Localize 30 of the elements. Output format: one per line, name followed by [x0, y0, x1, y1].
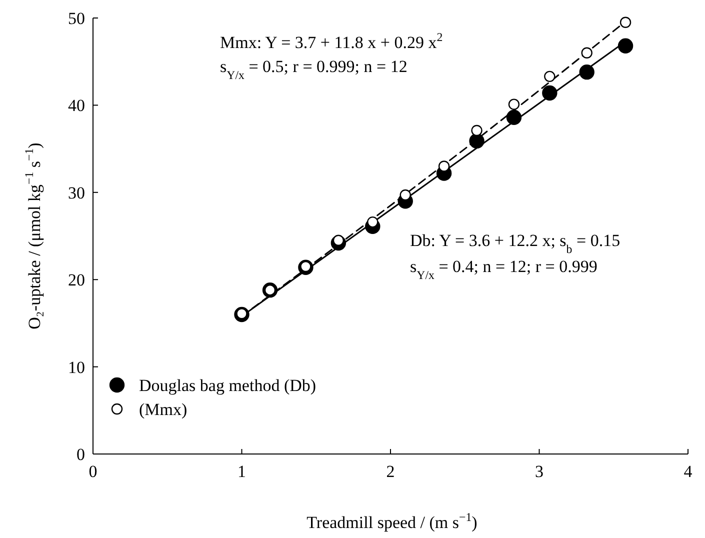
- y-tick-label: 40: [68, 96, 85, 116]
- legend-label: Douglas bag method (Db): [139, 376, 316, 395]
- point: [469, 133, 484, 149]
- legend-label: (Mmx): [139, 400, 188, 419]
- point: [400, 189, 411, 201]
- point: [506, 110, 522, 126]
- y-tick-label: 10: [68, 358, 85, 377]
- x-tick-label: 2: [386, 462, 395, 481]
- y-tick-label: 30: [68, 183, 85, 202]
- point: [544, 70, 556, 82]
- x-tick-label: 3: [535, 462, 544, 481]
- x-tick-label: 1: [238, 462, 246, 481]
- y-tick-label: 50: [68, 8, 85, 28]
- point: [542, 85, 558, 101]
- annotation: Db: Y = 3.6 + 12.2 x; s$_{b}$ = 0.15: [410, 231, 620, 256]
- annotation: s$_{Y/x}$ = 0.5; r = 0.999; n = 12: [220, 57, 408, 82]
- point: [620, 16, 632, 28]
- point: [581, 47, 592, 58]
- y-tick-label: 0: [76, 444, 85, 464]
- y-tick-label: 20: [68, 270, 85, 290]
- point: [579, 64, 594, 80]
- annotation: s$_{Y/x}$ = 0.4; n = 12; r = 0.999: [410, 257, 598, 282]
- point: [508, 98, 520, 110]
- x-tick-label: 0: [88, 462, 98, 481]
- annotation: Mmx: Y = 3.7 + 11.8 x + 0.29 x$^{2}$: [220, 30, 443, 52]
- point: [438, 160, 450, 172]
- x-tick-label: 4: [684, 462, 693, 481]
- point: [618, 38, 634, 54]
- x-axis-title: Treadmill speed / (m s$^{−1}$): [306, 510, 478, 532]
- point: [471, 124, 482, 136]
